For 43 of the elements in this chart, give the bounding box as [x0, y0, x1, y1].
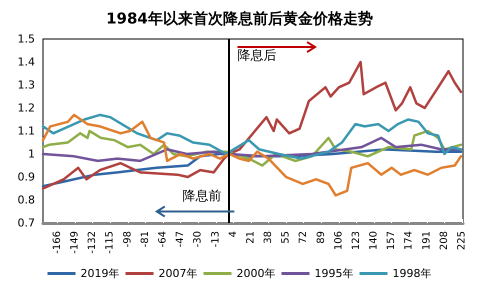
x-tick-label: 208	[438, 231, 450, 250]
y-tick-label: 1.5	[18, 32, 35, 46]
x-tick-label: -47	[175, 231, 186, 248]
y-tick-label: 0.8	[18, 194, 35, 206]
x-tick-label: 191	[421, 231, 432, 250]
x-tick-label: 140	[368, 231, 380, 250]
x-tick-label: -98	[122, 231, 134, 248]
x-tick-label: 72	[298, 231, 310, 244]
legend-label: 1998年	[392, 267, 432, 280]
legend-label: 2019年	[80, 267, 120, 280]
x-tick-label: -81	[140, 231, 151, 248]
x-tick-label: 123	[350, 231, 362, 250]
x-tick-label: 4	[228, 231, 239, 238]
x-tick-label: -149	[70, 231, 81, 254]
y-tick-label: 0.7	[18, 216, 35, 230]
x-tick-label: -30	[192, 231, 204, 248]
legend-label: 1995年	[314, 267, 354, 280]
line-series	[42, 114, 462, 160]
x-tick-label: 38	[263, 231, 274, 244]
x-tick-label: -64	[158, 231, 168, 248]
legend-label: 2007年	[158, 267, 198, 280]
y-tick-label: 1.1	[18, 124, 35, 138]
legend-label: 2000年	[236, 267, 276, 280]
y-tick-label: 1	[28, 148, 35, 160]
chart-title: 1984年以来首次降息前后黄金价格走势	[106, 10, 373, 28]
x-tick-label: 225	[456, 231, 468, 250]
y-tick-label: 0.9	[18, 170, 35, 184]
x-tick-label: 55	[280, 231, 292, 244]
y-tick-label: 1.3	[18, 78, 35, 92]
y-tick-label: 1.2	[18, 102, 35, 114]
x-tick-label: 89	[316, 231, 327, 244]
x-tick-label: 106	[333, 231, 344, 250]
x-tick-label: 21	[245, 231, 256, 244]
x-tick-label: -166	[52, 231, 63, 254]
annotation: 降息前	[182, 189, 222, 204]
x-tick-label: 174	[404, 231, 415, 250]
line-series	[42, 60, 462, 190]
x-tick-label: 157	[386, 231, 398, 250]
x-tick-label: -13	[210, 231, 222, 248]
x-tick-label: -132	[87, 231, 98, 254]
x-tick-label: -115	[104, 231, 116, 254]
annotation: 降息后	[237, 48, 276, 64]
y-tick-label: 1.4	[18, 56, 35, 68]
